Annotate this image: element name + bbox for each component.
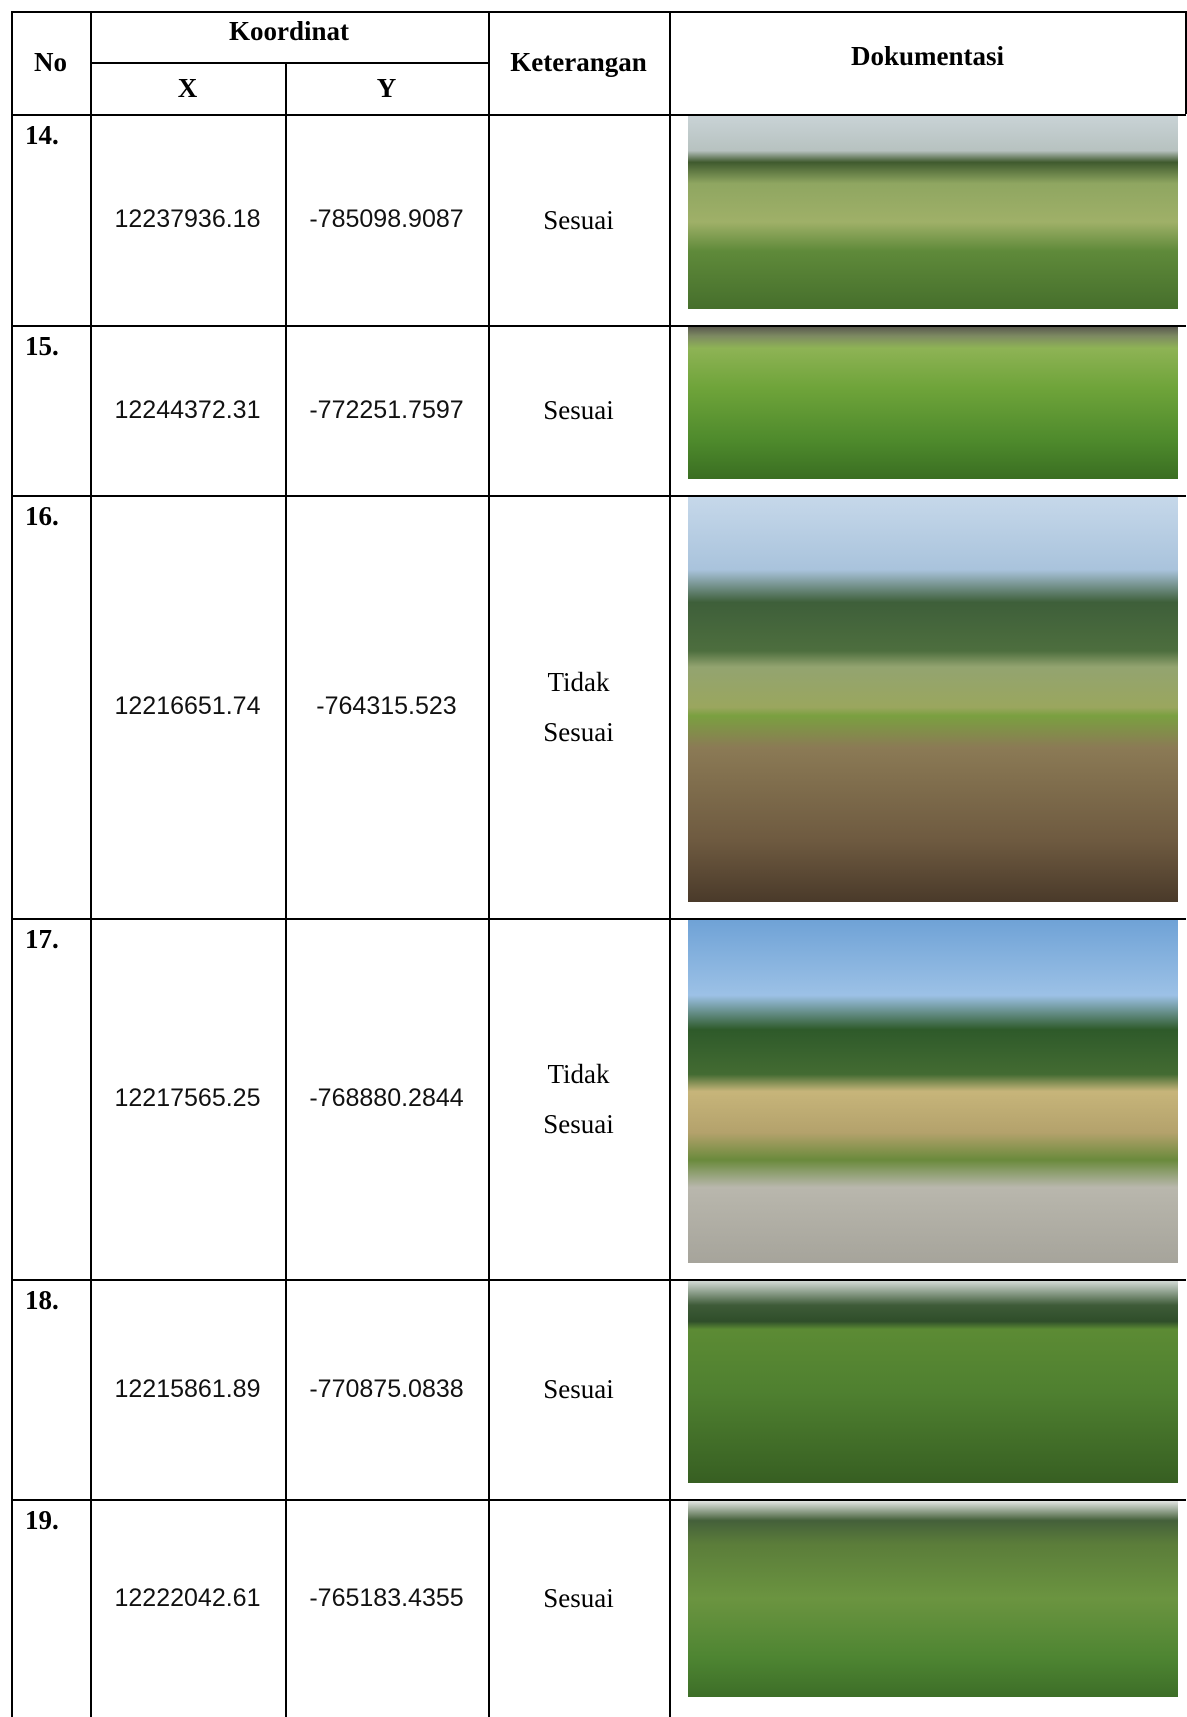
rule xyxy=(11,325,1186,327)
keterangan: Sesuai xyxy=(543,204,614,235)
rule xyxy=(11,918,1186,920)
coord-y: -785098.9087 xyxy=(309,205,464,233)
keterangan: Tidak Sesuai xyxy=(543,1058,614,1139)
row-number: 16. xyxy=(25,501,59,531)
header-y: Y xyxy=(376,72,397,103)
documentation-photo xyxy=(688,1281,1178,1483)
header-dokumentasi: Dokumentasi xyxy=(850,40,1005,71)
coord-x: 12216651.74 xyxy=(114,692,261,720)
row-number: 18. xyxy=(25,1285,59,1315)
rule xyxy=(90,11,92,1717)
coord-y: -770875.0838 xyxy=(309,1374,464,1403)
coord-x: 12215861.89 xyxy=(114,1374,261,1403)
keterangan: Sesuai xyxy=(543,1374,614,1404)
rule xyxy=(285,62,287,1717)
rule xyxy=(11,1499,1186,1501)
coord-x: 12217565.25 xyxy=(114,1084,261,1112)
rule xyxy=(90,62,488,64)
coord-y: -768880.2844 xyxy=(309,1084,464,1112)
rule xyxy=(11,495,1186,497)
coord-y: -764315.523 xyxy=(316,692,457,720)
row-number: 17. xyxy=(25,924,59,954)
keterangan: Sesuai xyxy=(543,1583,614,1613)
rule xyxy=(11,1279,1186,1281)
coord-y: -765183.4355 xyxy=(309,1583,464,1612)
keterangan: Sesuai xyxy=(543,395,614,425)
documentation-photo xyxy=(688,497,1178,902)
documentation-photo xyxy=(688,327,1178,479)
row-number: 19. xyxy=(25,1505,59,1535)
row-number: 14. xyxy=(25,120,59,150)
rule xyxy=(11,114,1186,116)
rule xyxy=(669,11,671,1717)
header-no: No xyxy=(34,47,67,77)
documentation-photo xyxy=(688,1501,1178,1697)
coord-y: -772251.7597 xyxy=(309,395,464,424)
header-x: X xyxy=(177,72,198,103)
coord-x: 12244372.31 xyxy=(114,395,261,424)
rule xyxy=(488,11,490,1717)
keterangan: Tidak Sesuai xyxy=(543,666,614,747)
rule xyxy=(11,11,1186,13)
coord-x: 12222042.61 xyxy=(114,1583,261,1612)
rule xyxy=(11,11,13,1717)
coord-x: 12237936.18 xyxy=(114,205,261,233)
header-koordinat: Koordinat xyxy=(228,15,349,46)
documentation-photo xyxy=(688,116,1178,309)
row-number: 15. xyxy=(25,331,59,361)
header-keterangan: Keterangan xyxy=(510,47,647,77)
rule xyxy=(1185,11,1187,114)
documentation-photo xyxy=(688,920,1178,1263)
